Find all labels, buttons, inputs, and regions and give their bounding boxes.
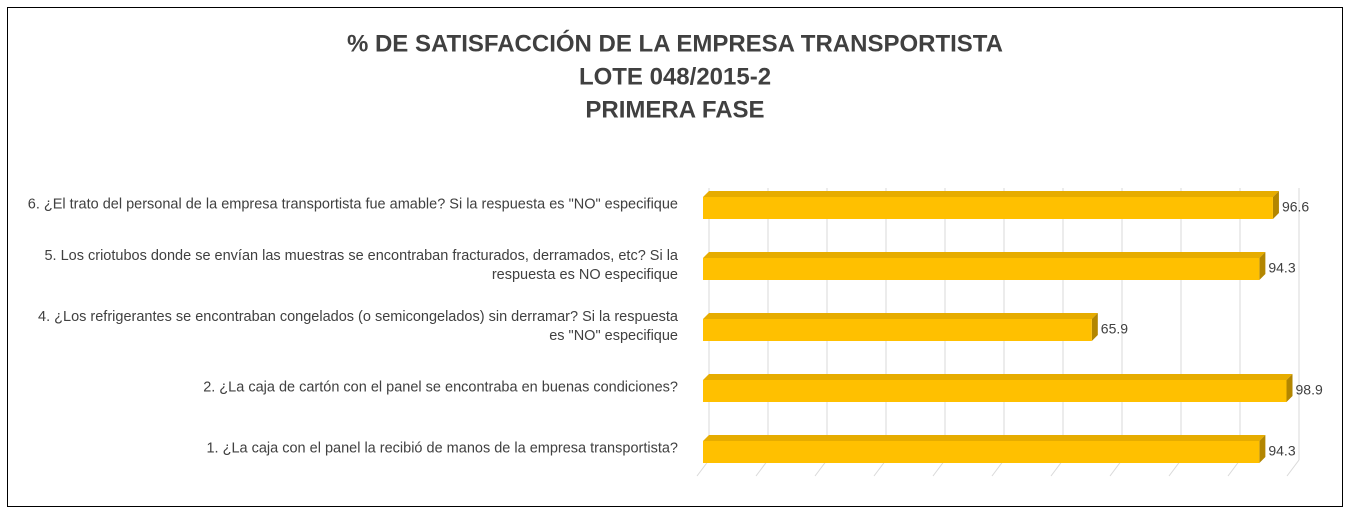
value-label: 98.9 (1296, 382, 1323, 398)
value-label: 94.3 (1268, 443, 1295, 459)
bar-top (703, 313, 1098, 319)
value-label: 65.9 (1101, 321, 1128, 337)
bar-side (1272, 191, 1279, 219)
value-label: 94.3 (1268, 260, 1295, 276)
category-label: 5. Los criotubos donde se envían las mue… (44, 248, 678, 283)
chart-title: PRIMERA FASE (585, 96, 764, 123)
bar (703, 441, 1260, 463)
bar-top (703, 374, 1293, 380)
category-label: 1. ¿La caja con el panel la recibió de m… (206, 440, 678, 457)
bar (703, 319, 1092, 341)
bar-top (703, 435, 1266, 441)
bar-side (1259, 435, 1266, 463)
chart-title: % DE SATISFACCIÓN DE LA EMPRESA TRANSPOR… (347, 29, 1003, 57)
bar-side (1259, 252, 1266, 280)
bar-side (1091, 313, 1098, 341)
bar-top (703, 191, 1279, 197)
bar-side (1286, 374, 1293, 402)
bar (703, 380, 1287, 402)
bar (703, 258, 1260, 280)
category-label: 4. ¿Los refrigerantes se encontraban con… (38, 309, 678, 344)
bar-top (703, 252, 1266, 258)
value-label: 96.6 (1282, 199, 1309, 215)
grid-floor (1286, 459, 1300, 477)
bar (703, 197, 1273, 219)
chart-title: LOTE 048/2015-2 (579, 63, 771, 90)
category-label: 6. ¿El trato del personal de la empresa … (27, 196, 678, 213)
category-label: 2. ¿La caja de cartón con el panel se en… (203, 379, 678, 396)
